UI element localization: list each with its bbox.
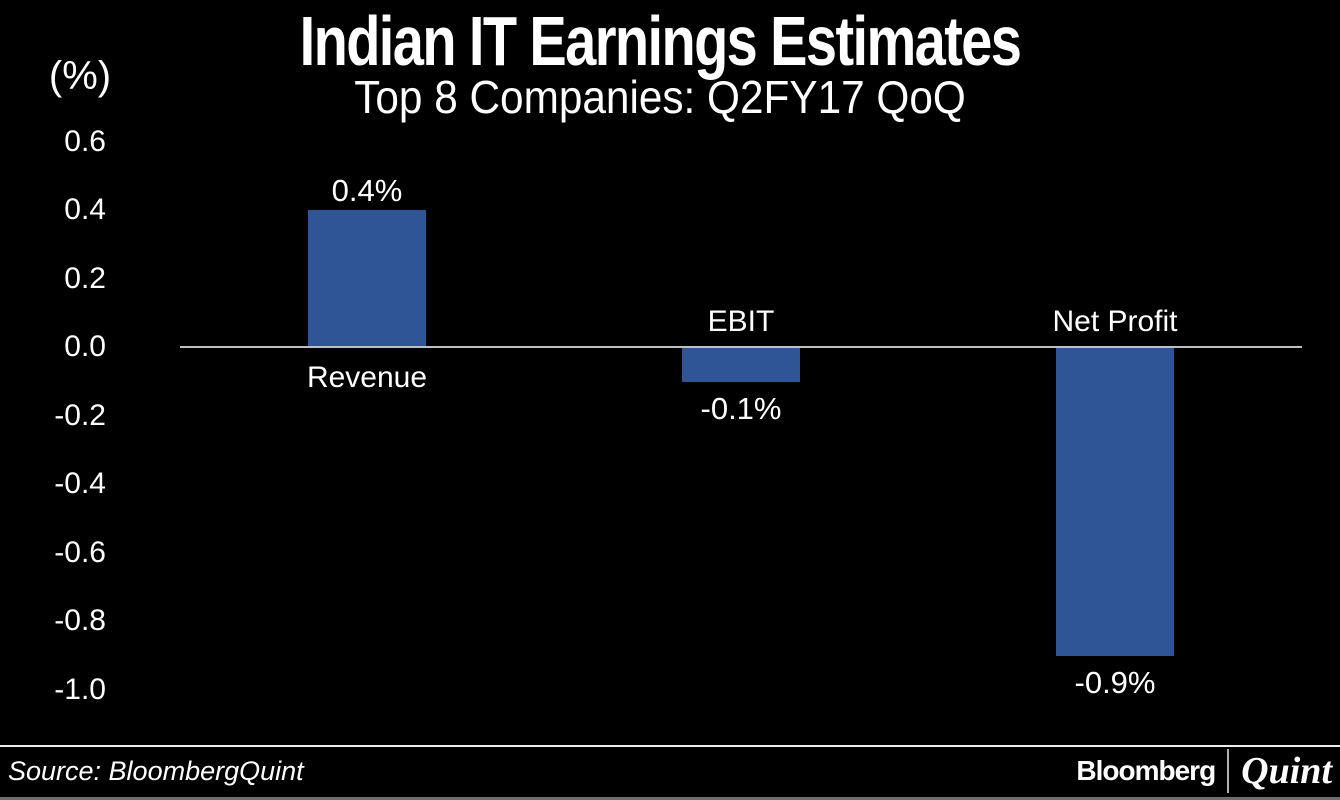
- source-credit: Source: BloombergQuint: [8, 755, 304, 786]
- category-label-revenue: Revenue: [306, 361, 428, 394]
- y-tick-label-0.0: 0.0: [64, 330, 106, 363]
- chart-subtitle: Top 8 Companies: Q2FY17 QoQ: [354, 71, 966, 123]
- category-label-ebit: EBIT: [707, 305, 775, 338]
- bar-net-profit: [1056, 348, 1174, 657]
- y-tick-label--1.0: -1.0: [54, 672, 106, 706]
- y-tick-label-0.4: 0.4: [64, 193, 106, 226]
- chart-title: Indian IT Earnings Estimates: [299, 2, 1022, 80]
- brand-divider: [1227, 749, 1230, 793]
- y-tick-label--0.4: -0.4: [54, 467, 106, 500]
- bar-revenue: [308, 210, 426, 347]
- y-tick-label-0.2: 0.2: [64, 261, 106, 295]
- y-tick-label--0.8: -0.8: [54, 604, 106, 637]
- value-label-revenue: 0.4%: [331, 173, 403, 208]
- bloomberg-wordmark: Bloomberg: [1076, 755, 1216, 786]
- y-axis-unit-label: (%): [48, 54, 112, 98]
- quint-wordmark: Quint: [1241, 750, 1332, 792]
- value-label-ebit: -0.1%: [700, 391, 782, 427]
- category-label-net-profit: Net Profit: [1052, 305, 1178, 338]
- brand-logo: Bloomberg Quint: [1076, 746, 1332, 796]
- y-tick-label--0.2: -0.2: [54, 398, 106, 432]
- footer-top-rule: [0, 745, 1340, 747]
- bottom-border: [0, 797, 1340, 800]
- zero-axis-line: [180, 346, 1302, 348]
- bar-ebit: [682, 348, 800, 383]
- value-label-net-profit: -0.9%: [1074, 665, 1156, 701]
- y-tick-label-0.6: 0.6: [64, 124, 106, 158]
- y-tick-label--0.6: -0.6: [54, 535, 106, 569]
